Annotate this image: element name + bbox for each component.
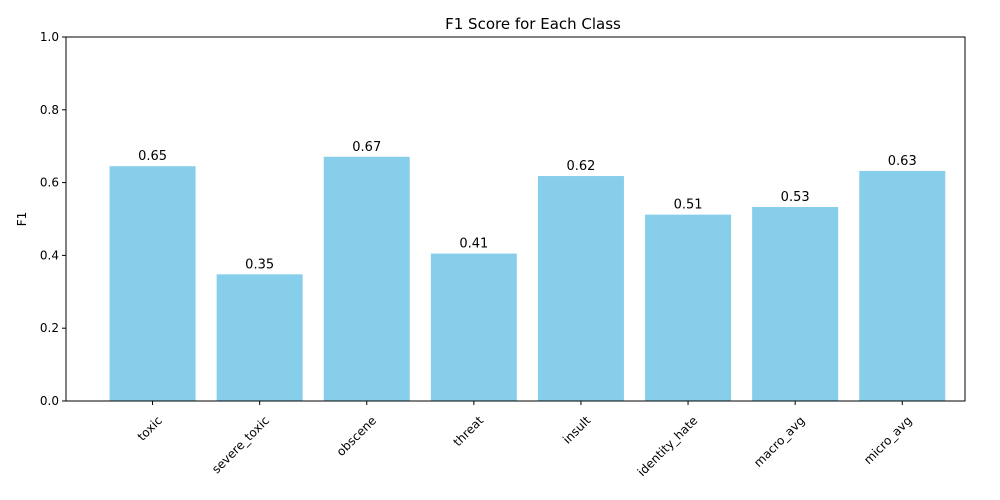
bar-threat xyxy=(430,253,517,401)
value-label-micro_avg: 0.63 xyxy=(888,154,917,169)
bar-identity_hate xyxy=(645,214,732,401)
value-label-macro_avg: 0.53 xyxy=(781,190,810,205)
y-tick-label: 0.0 xyxy=(40,394,59,408)
y-tick-label: 1.0 xyxy=(40,30,59,44)
value-labels-group: 0.65 0.35 0.67 0.41 0.62 0.51 0.53 0.63 xyxy=(138,140,917,273)
bar-macro_avg xyxy=(752,206,839,401)
y-tick-label: 0.6 xyxy=(40,176,59,190)
value-label-insult: 0.62 xyxy=(566,159,595,174)
y-tick-label: 0.2 xyxy=(40,321,59,335)
plot-frame xyxy=(65,36,966,402)
value-label-obscene: 0.67 xyxy=(352,140,381,155)
x-tick-label-threat: threat xyxy=(451,413,487,449)
y-tick-label: 0.4 xyxy=(40,248,59,262)
bar-insult xyxy=(537,176,624,401)
bars-group xyxy=(109,156,946,401)
value-label-toxic: 0.65 xyxy=(138,149,167,164)
value-label-severe_toxic: 0.35 xyxy=(245,257,274,272)
bar-obscene xyxy=(323,156,410,401)
bar-severe_toxic xyxy=(216,274,303,401)
value-label-identity_hate: 0.51 xyxy=(674,198,703,213)
x-tick-label-severe_toxic: severe_toxic xyxy=(209,413,272,476)
bar-toxic xyxy=(109,166,196,401)
bar-micro_avg xyxy=(859,170,946,401)
chart-title: F1 Score for Each Class xyxy=(445,15,621,33)
x-tick-label-obscene: obscene xyxy=(334,413,379,458)
x-tick-label-identity_hate: identity_hate xyxy=(635,413,701,479)
x-tick-label-micro_avg: micro_avg xyxy=(861,413,915,467)
y-axis-ticks: 0.0 0.2 0.4 0.6 0.8 1.0 xyxy=(40,30,66,408)
x-axis-ticks: toxic severe_toxic obscene threat insult iden… xyxy=(135,401,915,479)
y-axis-label: F1 xyxy=(15,212,29,227)
x-tick-label-macro_avg: macro_avg xyxy=(751,413,807,469)
value-label-threat: 0.41 xyxy=(459,237,488,252)
x-tick-label-toxic: toxic xyxy=(135,413,165,443)
x-tick-label-insult: insult xyxy=(560,413,593,446)
y-tick-label: 0.8 xyxy=(40,103,59,117)
